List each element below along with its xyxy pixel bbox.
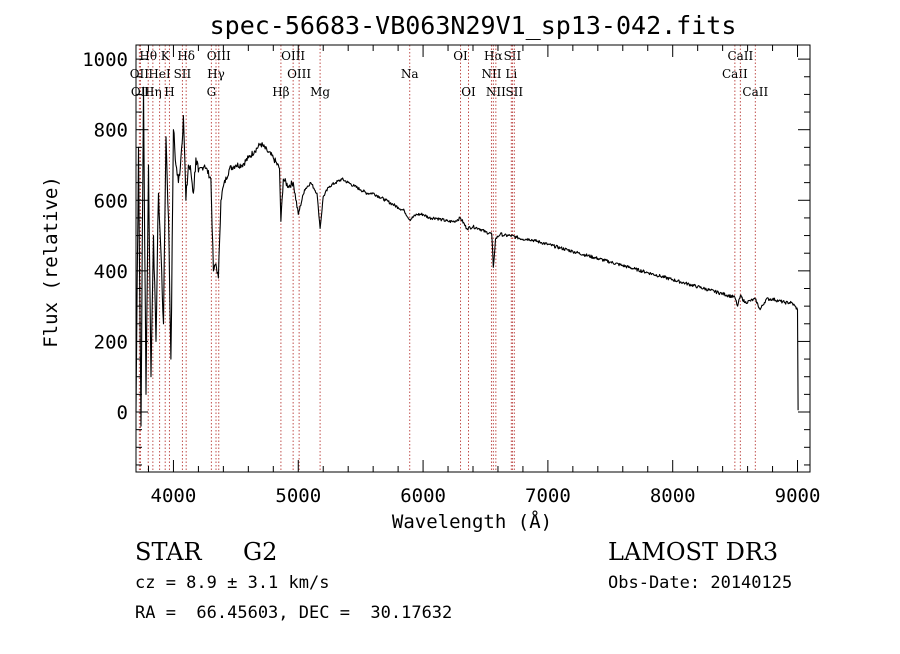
y-tick-label: 400 — [94, 261, 128, 283]
redshift-value: cz = 8.9 ± 3.1 km/s — [135, 573, 330, 593]
sky-coordinates: RA = 66.45603, DEC = 30.17632 — [135, 603, 453, 623]
line-marker-label: Hδ — [177, 49, 195, 63]
y-tick-label: 0 — [117, 402, 128, 424]
line-marker-label: CaII — [727, 49, 753, 63]
axis-ticks: 4000 5000 6000 7000 8000 9000 0 200 400 600 800 100… — [82, 45, 820, 507]
spectrum-series — [135, 86, 799, 427]
x-tick-label: 4000 — [151, 485, 197, 507]
line-marker-label: OII — [130, 67, 150, 81]
line-marker-label: OIII — [281, 49, 305, 63]
chart-title: spec-56683-VB063N29V1_sp13-042.fits — [210, 11, 737, 40]
plot-axes — [135, 44, 811, 473]
line-marker-label: OI — [453, 49, 468, 63]
line-marker-label: CaII — [722, 67, 748, 81]
x-axis-label: Wavelength (Å) — [392, 510, 552, 533]
line-marker-label: Hθ — [139, 49, 157, 63]
y-tick-label: 1000 — [82, 49, 128, 71]
line-marker-label: OIII — [207, 49, 231, 63]
x-tick-label: 8000 — [650, 485, 696, 507]
line-marker-label: Hη — [144, 85, 162, 99]
line-marker-label: NII — [486, 85, 506, 99]
y-tick-label: 800 — [94, 120, 128, 142]
line-marker-label: OIII — [287, 67, 311, 81]
x-tick-label: 7000 — [525, 485, 571, 507]
spectrum-line — [135, 86, 799, 427]
line-marker-label: Hα — [484, 49, 503, 63]
plot-frame — [135, 44, 811, 473]
line-marker-label: Na — [401, 67, 419, 81]
y-tick-label: 600 — [94, 190, 128, 212]
line-marker-label: Hβ — [272, 85, 289, 99]
survey-name: LAMOST DR3 — [608, 538, 779, 566]
line-marker-label: HeI — [148, 67, 171, 81]
line-marker-label: SII — [174, 67, 192, 81]
line-marker-label: G — [207, 85, 217, 99]
line-marker-label: Li — [505, 67, 517, 81]
observation-date: Obs-Date: 20140125 — [608, 573, 793, 593]
x-tick-label: 6000 — [400, 485, 446, 507]
line-marker-label: NII — [481, 67, 501, 81]
line-marker-label: H — [164, 85, 174, 99]
y-tick-label: 200 — [94, 331, 128, 353]
line-marker-label: SII — [504, 49, 522, 63]
y-axis-label: Flux (relative) — [40, 176, 62, 348]
x-tick-label: 9000 — [775, 485, 821, 507]
line-marker-label: SII — [505, 85, 523, 99]
line-marker-label: OI — [461, 85, 476, 99]
line-marker-label: Hγ — [207, 67, 225, 81]
object-class: STAR — [135, 538, 202, 566]
spectral-line-markers: OIIOIIHθHηHeIKHSIIHδGHγOIIIHβOIIIOIIIMgN… — [130, 45, 768, 472]
x-tick-label: 5000 — [275, 485, 321, 507]
line-marker-label: K — [161, 49, 171, 63]
spectral-subclass: G2 — [243, 538, 278, 566]
line-marker-label: CaII — [742, 85, 768, 99]
line-marker-label: Mg — [310, 85, 330, 99]
